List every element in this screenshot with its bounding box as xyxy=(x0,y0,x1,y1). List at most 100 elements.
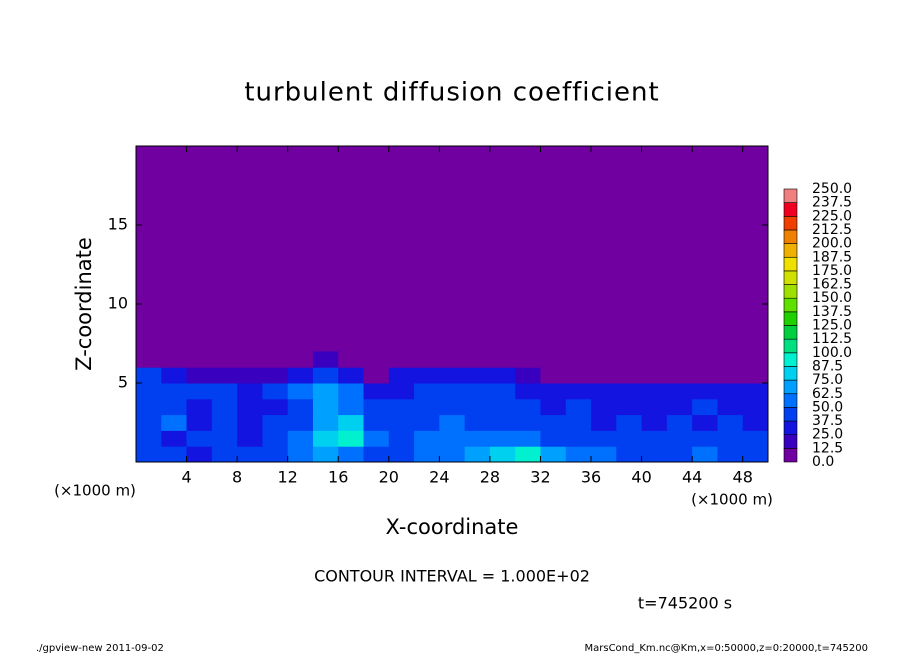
heat-cell xyxy=(136,414,162,431)
heat-cell xyxy=(692,367,718,384)
heat-cell xyxy=(616,446,643,463)
heat-cell xyxy=(641,430,668,447)
heat-cell xyxy=(515,414,541,431)
heat-cell xyxy=(540,430,567,447)
heat-cell xyxy=(464,414,491,431)
heat-cell xyxy=(287,398,314,416)
heat-cell xyxy=(464,398,491,416)
heat-cell xyxy=(211,398,238,416)
heat-cell xyxy=(692,430,718,447)
heat-cell xyxy=(692,351,718,368)
colorbar-box xyxy=(783,270,798,285)
heat-cell xyxy=(616,351,643,368)
heat-cell xyxy=(136,446,162,463)
x-tick-label: 20 xyxy=(379,468,399,487)
heat-cell xyxy=(338,446,365,463)
heat-cell xyxy=(262,446,289,463)
heat-cell xyxy=(262,383,289,400)
heat-cell xyxy=(540,446,567,463)
heat-cell xyxy=(742,367,769,384)
colorbar-label: 175.0 xyxy=(812,263,852,279)
heat-cell xyxy=(262,430,289,447)
heat-cell xyxy=(338,351,365,368)
heat-cell xyxy=(464,351,491,368)
heat-cell xyxy=(616,398,643,416)
heat-cell xyxy=(136,430,162,447)
heat-cell xyxy=(237,351,263,368)
x-tick-label: 40 xyxy=(631,468,651,487)
heat-cell xyxy=(136,351,162,368)
heat-cell xyxy=(363,367,390,384)
colorbar-label: 12.5 xyxy=(812,440,843,456)
x-tick-label: 24 xyxy=(429,468,449,487)
heat-cell xyxy=(489,430,516,447)
x-unit-label: (×1000 m) xyxy=(691,491,773,509)
heat-cell xyxy=(515,367,541,384)
heat-cell xyxy=(692,414,718,431)
colorbar-box xyxy=(783,366,798,381)
colorbar-label: 150.0 xyxy=(812,290,852,306)
heat-cell xyxy=(515,446,541,463)
chart-title: turbulent diffusion coefficient xyxy=(244,78,659,108)
heat-cell xyxy=(186,430,213,447)
heat-cell xyxy=(312,383,339,400)
colorbar-box xyxy=(783,243,798,258)
colorbar-box xyxy=(783,202,798,217)
colorbar-box xyxy=(783,216,798,231)
colorbar-label: 162.5 xyxy=(812,277,852,293)
heat-cell xyxy=(211,430,238,447)
colorbar-box xyxy=(783,188,798,203)
x-tick-label: 36 xyxy=(581,468,601,487)
heat-cell xyxy=(489,414,516,431)
heat-cell xyxy=(363,430,390,447)
heat-cell xyxy=(262,414,289,431)
colorbar-label: 225.0 xyxy=(812,208,852,224)
heat-cell xyxy=(186,367,213,384)
heat-cell xyxy=(666,398,693,416)
heat-cell xyxy=(287,351,314,368)
heat-cell xyxy=(439,430,466,447)
heat-cell xyxy=(237,367,263,384)
heat-cell xyxy=(692,383,718,400)
y-unit-label: (×1000 m) xyxy=(54,482,136,500)
heat-cell xyxy=(692,446,718,463)
colorbar-label: 212.5 xyxy=(812,222,852,238)
heat-cell xyxy=(591,414,617,431)
colorbar-box xyxy=(783,407,798,422)
heat-cell xyxy=(312,351,339,368)
heat-cell xyxy=(312,398,339,416)
heat-cell xyxy=(388,351,415,368)
heat-cell xyxy=(161,398,188,416)
heat-cell xyxy=(211,367,238,384)
heat-cell xyxy=(464,446,491,463)
heat-cell xyxy=(414,430,440,447)
x-tick-label: 28 xyxy=(480,468,500,487)
colorbar-box xyxy=(783,311,798,326)
heat-cell xyxy=(161,367,188,384)
y-tick-label: 15 xyxy=(108,215,128,234)
heat-cell xyxy=(591,430,617,447)
heat-cell xyxy=(540,398,567,416)
colorbar-label: 250.0 xyxy=(812,181,852,197)
heat-cell xyxy=(666,367,693,384)
heat-cell xyxy=(414,398,440,416)
colorbar-label: 75.0 xyxy=(812,372,843,388)
x-tick-label: 4 xyxy=(181,468,191,487)
y-axis-label: Z-coordinate xyxy=(72,237,96,371)
heat-cell xyxy=(439,398,466,416)
heat-cell xyxy=(666,351,693,368)
heat-cell xyxy=(186,383,213,400)
heat-cell xyxy=(211,414,238,431)
x-axis-label: X-coordinate xyxy=(386,515,519,539)
colorbar-box xyxy=(783,284,798,299)
colorbar-label: 187.5 xyxy=(812,249,852,265)
heat-cell xyxy=(666,383,693,400)
x-tick-label: 44 xyxy=(682,468,702,487)
heat-cell xyxy=(565,446,592,463)
colorbar-label: 100.0 xyxy=(812,345,852,361)
heat-cell xyxy=(717,446,744,463)
heat-cell xyxy=(414,351,440,368)
heat-cell xyxy=(666,446,693,463)
heat-cell xyxy=(641,383,668,400)
heat-cell xyxy=(414,367,440,384)
